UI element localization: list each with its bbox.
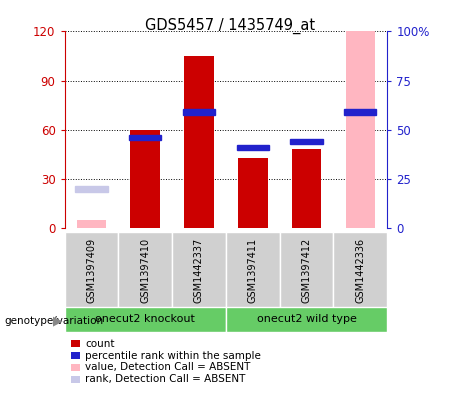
Text: value, Detection Call = ABSENT: value, Detection Call = ABSENT <box>85 362 251 373</box>
Text: rank, Detection Call = ABSENT: rank, Detection Call = ABSENT <box>85 374 246 384</box>
Text: genotype/variation: genotype/variation <box>5 316 104 326</box>
Text: ▶: ▶ <box>53 314 62 328</box>
Text: GSM1397409: GSM1397409 <box>86 238 96 303</box>
Text: percentile rank within the sample: percentile rank within the sample <box>85 351 261 361</box>
Bar <box>129 135 161 140</box>
Bar <box>75 186 107 191</box>
Bar <box>226 232 280 307</box>
Text: GSM1397412: GSM1397412 <box>301 238 312 303</box>
Bar <box>184 56 214 228</box>
Bar <box>290 139 323 144</box>
Text: GSM1397410: GSM1397410 <box>140 238 150 303</box>
Bar <box>183 109 215 115</box>
Bar <box>118 232 172 307</box>
Bar <box>346 31 375 228</box>
Bar <box>344 109 377 115</box>
Bar <box>292 149 321 228</box>
Bar <box>280 232 333 307</box>
Text: count: count <box>85 339 115 349</box>
Text: GDS5457 / 1435749_at: GDS5457 / 1435749_at <box>145 18 316 34</box>
Bar <box>77 220 106 228</box>
Text: onecut2 wild type: onecut2 wild type <box>257 314 356 324</box>
Text: GSM1397411: GSM1397411 <box>248 238 258 303</box>
Bar <box>130 130 160 228</box>
Bar <box>226 307 387 332</box>
Text: onecut2 knockout: onecut2 knockout <box>95 314 195 324</box>
Bar <box>65 307 226 332</box>
Text: GSM1442336: GSM1442336 <box>355 238 366 303</box>
Text: GSM1442337: GSM1442337 <box>194 238 204 303</box>
Bar <box>65 232 118 307</box>
Bar <box>172 232 226 307</box>
Bar <box>236 145 269 150</box>
Bar <box>238 158 267 228</box>
Bar <box>333 232 387 307</box>
